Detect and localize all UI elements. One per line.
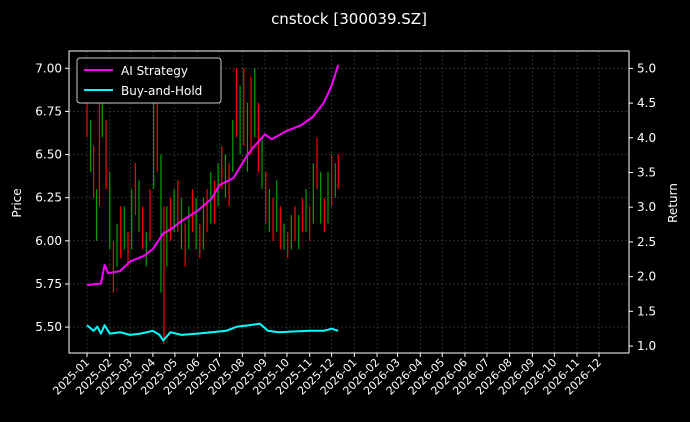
y-right-tick-label: 2.0 (637, 270, 656, 284)
legend-label-buy-and-hold: Buy-and-Hold (121, 84, 202, 98)
y-right-tick-label: 4.5 (637, 96, 656, 110)
legend-label-ai-strategy: AI Strategy (121, 64, 188, 78)
y-left-tick-label: 5.50 (35, 320, 62, 334)
series-line-ai-strategy (86, 64, 340, 286)
y-axis-left-label: Price (10, 188, 24, 217)
y-left-tick-label: 6.75 (35, 104, 62, 118)
y-left-tick-label: 7.00 (35, 61, 62, 75)
y-left-tick-label: 6.25 (35, 191, 62, 205)
y-right-tick-label: 4.0 (637, 131, 656, 145)
y-right-tick-label: 5.0 (637, 61, 656, 75)
grid (69, 51, 629, 353)
y-axis-right-label: Return (666, 183, 680, 223)
price-bars (86, 68, 339, 345)
y-left-tick-label: 6.50 (35, 148, 62, 162)
y-right-tick-label: 1.5 (637, 304, 656, 318)
chart-title: cnstock [300039.SZ] (271, 10, 427, 28)
series-line-buy-and-hold (86, 322, 339, 342)
y-left-tick-label: 5.75 (35, 277, 62, 291)
y-right-tick-label: 3.0 (637, 200, 656, 214)
y-right-tick-label: 2.5 (637, 235, 656, 249)
y-left-tick-label: 6.00 (35, 234, 62, 248)
y-axis-right: 1.0 1.5 2.0 2.5 3.0 3.5 4.0 4.5 5.0 (629, 61, 656, 353)
series-lines (86, 64, 340, 342)
y-axis-left: 5.50 5.75 6.00 6.25 6.50 6.75 7.00 (35, 61, 69, 334)
legend: AI Strategy Buy-and-Hold (76, 57, 222, 104)
y-right-tick-label: 1.0 (637, 339, 656, 353)
y-right-tick-label: 3.5 (637, 165, 656, 179)
plot-frame (68, 50, 630, 354)
